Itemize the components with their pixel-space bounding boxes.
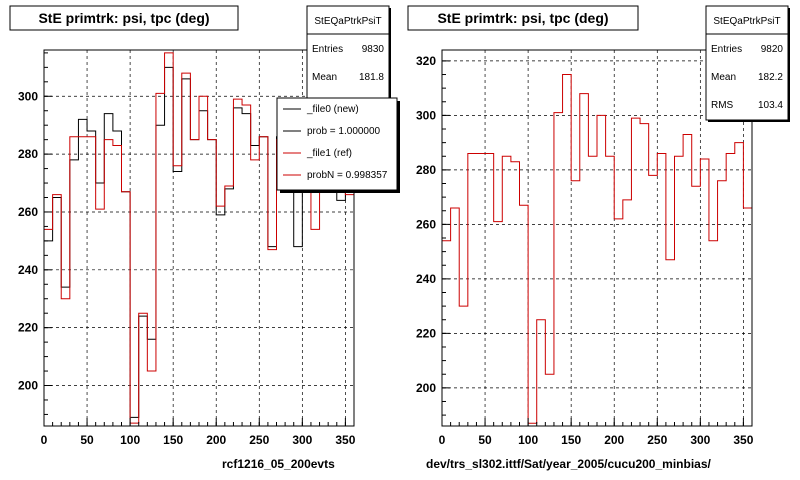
- y-tick-label: 220: [18, 321, 38, 335]
- x-tick-label: 350: [335, 433, 355, 447]
- y-tick-label: 220: [416, 326, 436, 340]
- y-tick-label: 300: [18, 89, 38, 103]
- footer-label: dev/trs_sl302.ittf/Sat/year_2005/cucu200…: [426, 457, 711, 471]
- y-tick-label: 260: [416, 217, 436, 231]
- legend-label: _file1 (ref): [306, 148, 352, 159]
- y-tick-label: 260: [18, 205, 38, 219]
- stats-label: Mean: [711, 72, 736, 83]
- stats-label: Entries: [711, 44, 742, 55]
- x-tick-label: 100: [120, 433, 140, 447]
- footer-label: rcf1216_05_200evts: [222, 457, 335, 471]
- stats-title: StEQaPtrkPsiT: [713, 16, 780, 27]
- stats-label: RMS: [711, 100, 734, 111]
- x-tick-label: 350: [733, 433, 753, 447]
- histogram-series-a: [442, 74, 752, 424]
- y-tick-label: 300: [416, 108, 436, 122]
- chart-title: StE primtrk: psi, tpc (deg): [437, 10, 608, 26]
- stats-box: [705, 5, 789, 121]
- x-tick-label: 250: [249, 433, 269, 447]
- histogram-panel-left: 0 50 100 150 200 250 300 350 200 220 240 260 280 300 S…: [9, 5, 400, 471]
- stats-value: 9830: [362, 44, 385, 55]
- title-box: [407, 5, 639, 31]
- legend-label: prob = 1.000000: [307, 126, 381, 137]
- x-tick-label: 250: [647, 433, 667, 447]
- x-tick-label: 150: [163, 433, 183, 447]
- x-tick-label: 0: [439, 433, 446, 447]
- chart-title: StE primtrk: psi, tpc (deg): [38, 10, 209, 26]
- stats-value: 182.2: [758, 72, 783, 83]
- x-tick-label: 50: [80, 433, 94, 447]
- y-tick-label: 280: [18, 147, 38, 161]
- stats-value: 181.8: [359, 72, 384, 83]
- stats-value: 9820: [761, 44, 784, 55]
- x-tick-label: 200: [206, 433, 226, 447]
- x-tick-label: 300: [292, 433, 312, 447]
- y-tick-label: 320: [416, 54, 436, 68]
- x-tick-label: 150: [561, 433, 581, 447]
- legend-label: probN = 0.998357: [307, 170, 388, 181]
- y-tick-label: 200: [416, 381, 436, 395]
- x-tick-label: 0: [41, 433, 48, 447]
- title-box: [9, 5, 239, 31]
- stats-box: [306, 5, 390, 103]
- x-tick-label: 100: [518, 433, 538, 447]
- legend-label: _file0 (new): [306, 104, 359, 115]
- y-tick-label: 200: [18, 379, 38, 393]
- stats-value: 103.4: [758, 100, 783, 111]
- y-tick-label: 280: [416, 163, 436, 177]
- legend-entries: _file0 (new) prob = 1.000000 _file1 (ref) p…: [283, 104, 388, 181]
- stats-title: StEQaPtrkPsiT: [314, 16, 381, 27]
- y-tick-label: 240: [18, 263, 38, 277]
- x-tick-label: 300: [690, 433, 710, 447]
- histogram-panel-right: 0 50 100 150 200 250 300 350 200 220 240 260 280 300 3…: [407, 5, 790, 471]
- stats-label: Entries: [312, 44, 343, 55]
- y-tick-label: 240: [416, 272, 436, 286]
- x-tick-label: 50: [478, 433, 492, 447]
- stats-label: Mean: [312, 72, 337, 83]
- x-tick-label: 200: [604, 433, 624, 447]
